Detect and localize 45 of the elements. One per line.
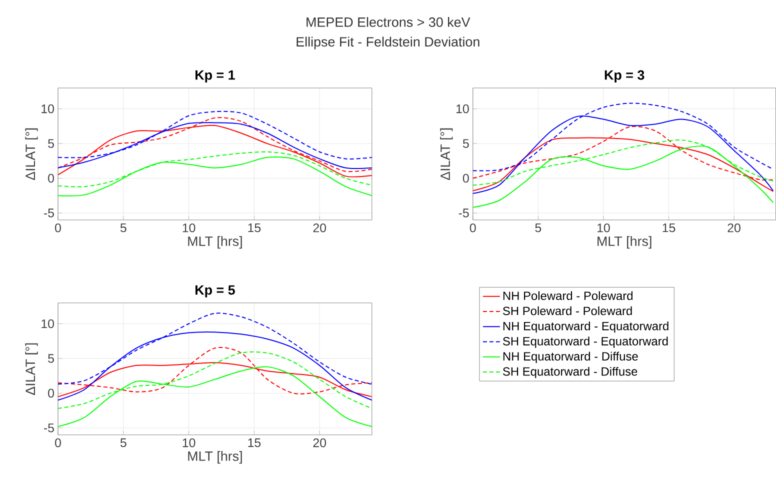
x-tick-label: 20 bbox=[313, 438, 326, 448]
text: Ellipse Fit - Feldstein Deviation bbox=[296, 36, 480, 50]
x-tick-label: 5 bbox=[120, 224, 126, 232]
x-tick-label: 15 bbox=[662, 224, 676, 232]
y-tick-label: 5 bbox=[462, 139, 469, 148]
y-tick-label: 5 bbox=[48, 139, 54, 148]
x-tick-label: 0 bbox=[55, 438, 61, 448]
y-tick-label: 10 bbox=[42, 319, 54, 328]
chart-title: Kp = 1 bbox=[195, 70, 235, 83]
y-tick-label: -5 bbox=[44, 424, 54, 432]
legend-label: SH Equatorward - Equatorward bbox=[502, 336, 668, 348]
chart-title: Kp = 5 bbox=[195, 285, 235, 298]
x-tick-label: 15 bbox=[248, 224, 261, 232]
x-tick-label: 20 bbox=[313, 224, 326, 232]
y-axis-title: ΔILAT [°] bbox=[440, 128, 453, 180]
x-tick-label: 10 bbox=[182, 438, 196, 448]
legend-label: SH Equatorward - Diffuse bbox=[502, 367, 638, 378]
y-tick-label: 0 bbox=[462, 174, 469, 183]
y-tick-label: -5 bbox=[44, 208, 54, 218]
legend-label: NH Equatorward - Equatorward bbox=[503, 322, 668, 333]
y-tick-label: 10 bbox=[456, 104, 469, 114]
x-tick-label: 10 bbox=[597, 224, 610, 232]
x-axis-title: MLT [hrs] bbox=[188, 236, 242, 249]
x-axis-title: MLT [hrs] bbox=[598, 236, 652, 249]
y-tick-label: 5 bbox=[48, 354, 54, 363]
text: MEPED Electrons > 30 keV bbox=[306, 17, 470, 27]
x-tick-label: 20 bbox=[728, 224, 740, 232]
x-tick-label: 10 bbox=[182, 224, 196, 232]
x-axis-title: MLT [hrs] bbox=[188, 451, 242, 464]
y-tick-label: 10 bbox=[42, 104, 54, 114]
x-tick-label: 0 bbox=[55, 224, 61, 232]
legend-label: SH Poleward - Poleward bbox=[502, 306, 632, 316]
x-tick-label: 15 bbox=[248, 438, 261, 448]
y-tick-label: 0 bbox=[48, 174, 54, 183]
x-tick-label: 5 bbox=[535, 224, 542, 232]
y-tick-label: -5 bbox=[458, 208, 469, 218]
chart-title: Kp = 3 bbox=[604, 70, 644, 83]
y-axis-title: ΔILAT [°] bbox=[25, 128, 38, 180]
legend-label: NH Poleward - Poleward bbox=[503, 291, 632, 300]
y-tick-label: 0 bbox=[48, 388, 54, 398]
y-axis-title: ΔILAT [°] bbox=[25, 343, 38, 396]
x-tick-label: 5 bbox=[120, 438, 126, 448]
x-tick-label: 0 bbox=[470, 224, 476, 232]
line-series bbox=[58, 347, 372, 394]
legend-label: NH Equatorward - Diffuse bbox=[503, 352, 638, 364]
